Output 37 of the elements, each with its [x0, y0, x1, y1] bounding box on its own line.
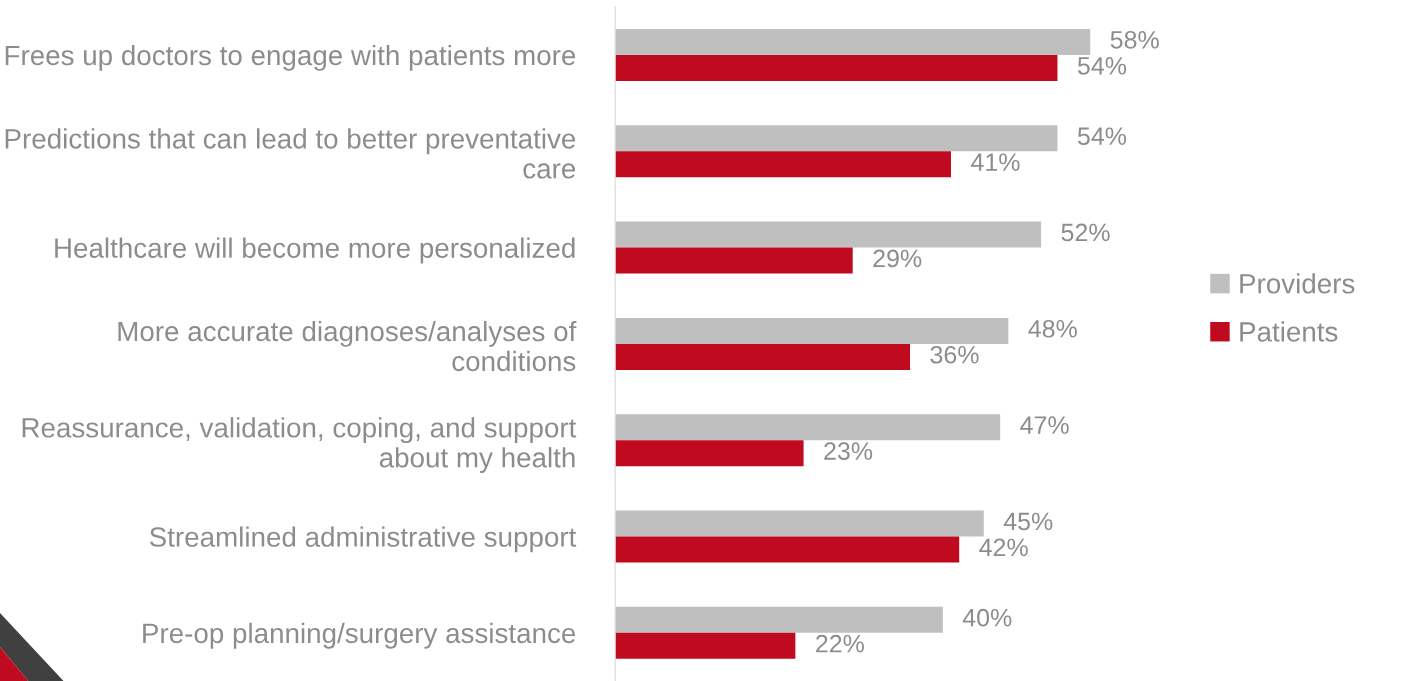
y-tick-label: More accurate diagnoses/analyses of conditions: [118, 320, 577, 372]
bar: [615, 221, 1042, 248]
bar: [615, 536, 960, 563]
legend-label: Providers: [1240, 273, 1355, 294]
data-label: 29%: [873, 249, 922, 268]
data-label: 54%: [1077, 127, 1127, 145]
data-label: 58%: [1110, 30, 1159, 49]
bar: [615, 414, 1001, 441]
bar: [615, 28, 1091, 55]
data-label: 23%: [824, 442, 873, 460]
data-label: 40%: [962, 608, 1012, 627]
y-tick-label: Streamlined administrative support: [149, 526, 577, 553]
data-label: 42%: [979, 538, 1028, 557]
data-label: 47%: [1020, 416, 1069, 434]
data-label: 36%: [930, 345, 979, 364]
data-label: 45%: [1003, 512, 1053, 531]
y-tick-label: Frees up doctors to engage with patients more: [5, 44, 576, 71]
data-label: 48%: [1028, 319, 1077, 338]
y-tick-label: Healthcare will become more personalized: [55, 237, 575, 264]
y-tick-label: Predictions that can lead to better preventative care: [5, 128, 576, 179]
bar: [615, 247, 853, 274]
bar: [615, 632, 796, 659]
legend-label: Patients: [1240, 321, 1338, 342]
bar: [615, 510, 984, 537]
bar: [615, 343, 911, 370]
data-label: 41%: [971, 153, 1020, 171]
bar: [615, 151, 951, 178]
bar: [615, 54, 1058, 81]
data-label: 52%: [1061, 223, 1110, 242]
bar: [615, 440, 804, 467]
bar: [615, 125, 1058, 152]
data-label: 54%: [1077, 57, 1127, 75]
y-tick-label: Reassurance, validation, coping, and support about my health: [22, 417, 577, 474]
y-tick-label: Pre-op planning/surgery assistance: [143, 622, 576, 649]
bar: [615, 317, 1009, 344]
bar: [615, 606, 943, 633]
data-label: 22%: [816, 634, 864, 653]
